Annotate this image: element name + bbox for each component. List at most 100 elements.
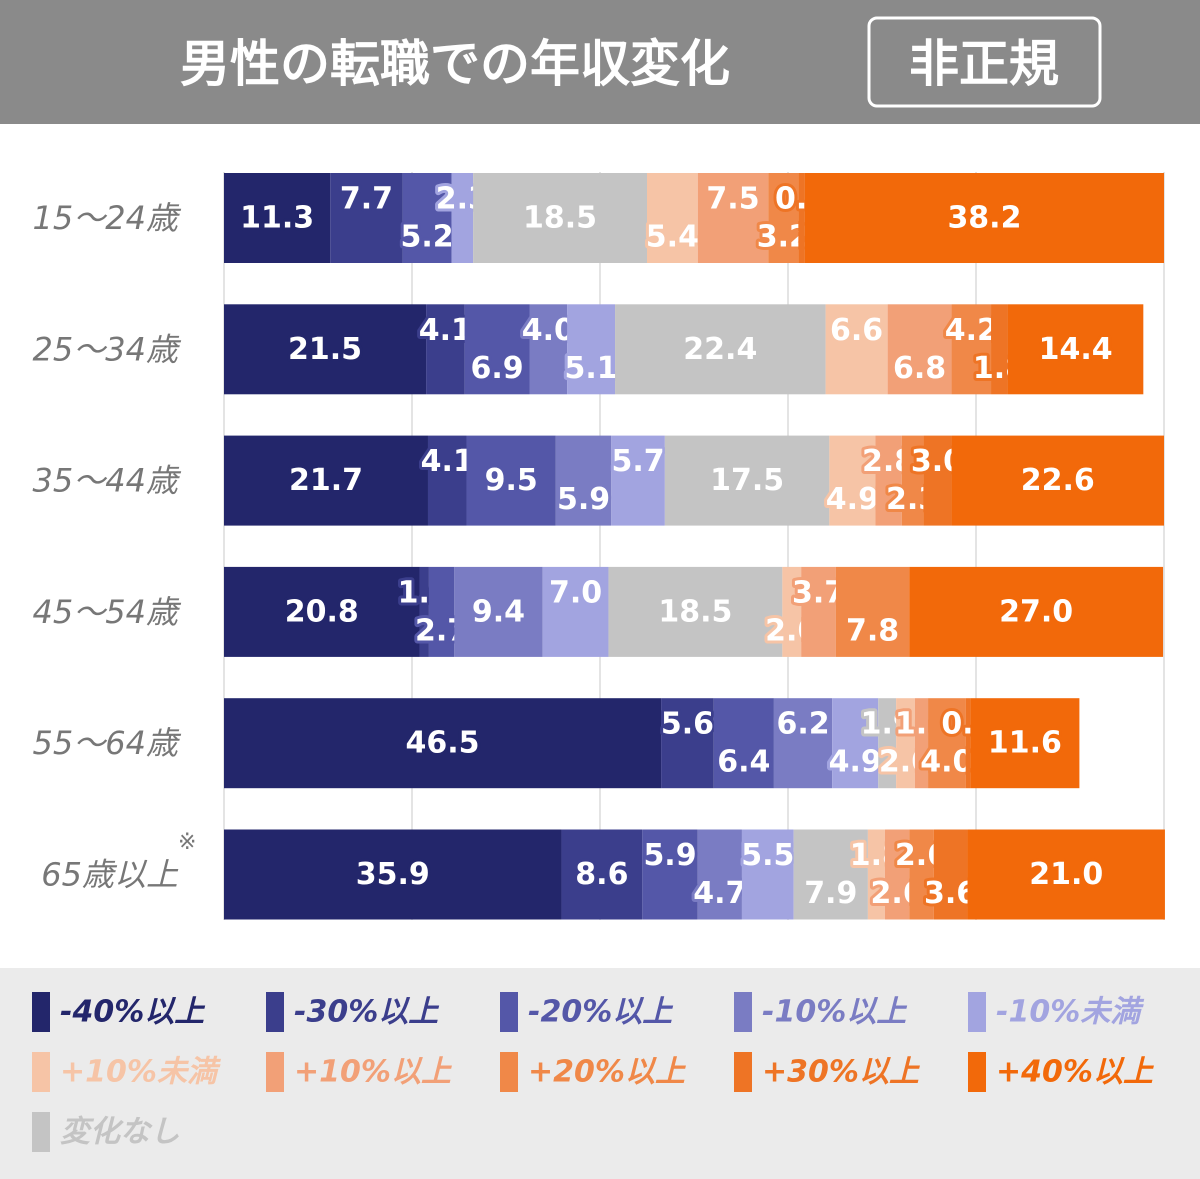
- bar-segment: [466, 435, 556, 526]
- legend-swatch: [266, 992, 284, 1032]
- value-label: 5.2: [400, 220, 453, 255]
- legend-label: 変化なし: [60, 1115, 180, 1150]
- bar-segment: [896, 698, 915, 789]
- legend-swatch: [968, 992, 986, 1032]
- value-label: 35.9: [356, 857, 430, 892]
- bar-segment: [464, 304, 530, 395]
- value-label: 21.5: [288, 332, 362, 367]
- bar-segment: [933, 829, 968, 920]
- legend-label: -10%未満: [996, 995, 1145, 1030]
- legend-swatch: [500, 992, 518, 1032]
- bar-segment: [768, 173, 799, 263]
- value-label: 46.5: [406, 726, 480, 761]
- value-label: 22.6: [1021, 463, 1095, 498]
- value-label: 8.6: [575, 857, 628, 892]
- value-label: 4.0: [920, 745, 973, 780]
- legend-band: [0, 968, 1200, 1179]
- bar-segment: [402, 173, 452, 263]
- bar-segment: [914, 698, 929, 789]
- value-label: 27.0: [999, 594, 1073, 629]
- bar-segment: [647, 173, 698, 263]
- bar-segment: [611, 435, 665, 526]
- value-label: 5.7: [611, 444, 664, 479]
- legend-swatch: [500, 1052, 518, 1092]
- value-label: 7.7: [340, 182, 393, 217]
- bar-segment: [887, 304, 952, 395]
- bar-segment: [1007, 304, 1144, 395]
- value-label: 21.7: [289, 463, 363, 498]
- legend-swatch: [968, 1052, 986, 1092]
- value-label: 14.4: [1039, 332, 1113, 367]
- bar-segment: [224, 829, 562, 920]
- value-label: 5.9: [643, 838, 696, 873]
- bar-segment: [224, 304, 427, 395]
- legend-label: +30%以上: [762, 1055, 920, 1090]
- bar-segment: [884, 829, 910, 920]
- value-label: 5.5: [741, 838, 794, 873]
- bar-segment: [642, 829, 698, 920]
- bar-segment: [330, 173, 403, 263]
- value-label: 6.4: [717, 745, 770, 780]
- bar-segment: [529, 304, 568, 395]
- bar-segment: [224, 566, 420, 657]
- chart-subtitle: 非正規: [909, 35, 1059, 93]
- value-label: 22.4: [683, 332, 757, 367]
- legend-label: -10%以上: [762, 995, 907, 1030]
- value-label: 18.5: [523, 201, 597, 236]
- value-label: 11.3: [240, 201, 314, 236]
- bar-segment: [991, 304, 1008, 395]
- bar-segment: [951, 435, 1164, 526]
- value-label: 7.0: [549, 575, 602, 610]
- value-label: 21.0: [1029, 857, 1103, 892]
- value-label: 5.6: [661, 707, 714, 742]
- bar-segment: [923, 435, 952, 526]
- bar-segment: [970, 698, 1080, 789]
- bar-segment: [697, 829, 742, 920]
- bar-segment: [428, 566, 455, 657]
- category-label: 15〜24歳: [33, 199, 182, 237]
- value-label: 6.2: [776, 707, 829, 742]
- bar-segment: [825, 304, 888, 395]
- value-label: 38.2: [947, 201, 1021, 236]
- value-label: 4.9: [829, 745, 882, 780]
- value-label: 4.9: [826, 482, 879, 517]
- bar-segment: [427, 435, 467, 526]
- category-label: 45〜54歳: [33, 593, 182, 631]
- bar-segment: [867, 829, 885, 920]
- bar-segment: [901, 435, 924, 526]
- value-label: 4.7: [693, 876, 746, 911]
- legend-label: +10%以上: [294, 1055, 452, 1090]
- bar-segment: [835, 566, 910, 657]
- bar-segment: [473, 173, 647, 263]
- bar-segment: [909, 829, 934, 920]
- category-label: 25〜34歳: [33, 330, 182, 368]
- value-label: 5.1: [564, 351, 617, 386]
- category-label: 65歳以上: [41, 856, 179, 894]
- legend-label: -20%以上: [528, 995, 673, 1030]
- category-note: ※: [178, 830, 196, 855]
- value-label: 6.8: [893, 351, 946, 386]
- value-label: 4.1: [419, 313, 472, 348]
- bar-segment: [561, 829, 643, 920]
- bar-segment: [224, 435, 428, 526]
- value-label: 7.5: [706, 182, 759, 217]
- legend-label: +10%未満: [60, 1055, 222, 1090]
- bar-segment: [567, 304, 616, 395]
- value-label: 11.6: [988, 726, 1062, 761]
- bar-segment: [773, 698, 833, 789]
- bar-segment: [793, 829, 868, 920]
- legend-swatch: [734, 992, 752, 1032]
- value-label: 7.9: [804, 876, 857, 911]
- bar-segment: [875, 435, 902, 526]
- bar-segment: [454, 566, 543, 657]
- value-label: 4.0: [522, 313, 575, 348]
- chart-title: 男性の転職での年収変化: [180, 35, 730, 93]
- category-label: 55〜64歳: [33, 724, 182, 762]
- bar-segment: [782, 566, 802, 657]
- title-band: [0, 0, 1200, 124]
- value-label: 7.8: [846, 613, 899, 648]
- bar-segment: [426, 304, 465, 395]
- bar-segment: [798, 173, 805, 263]
- legend-swatch: [734, 1052, 752, 1092]
